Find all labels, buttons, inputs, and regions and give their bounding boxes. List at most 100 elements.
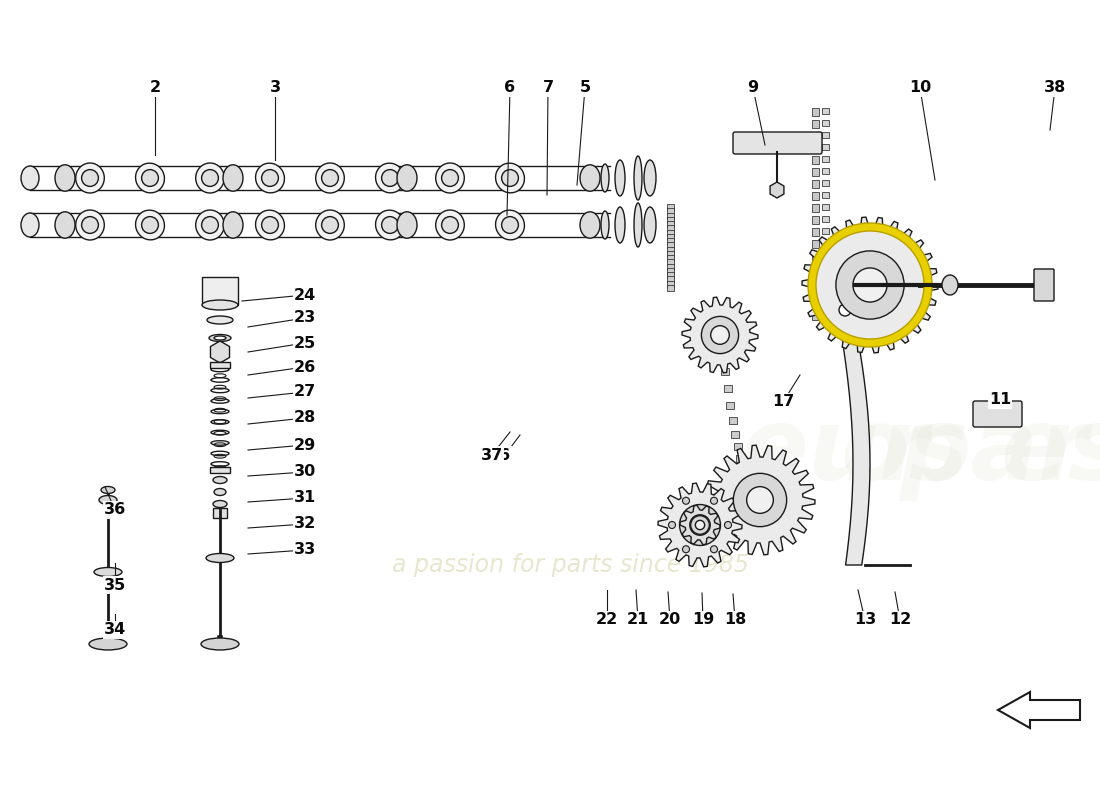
Circle shape [839,304,851,316]
Circle shape [682,546,690,553]
Ellipse shape [135,210,164,240]
Bar [812,240,820,248]
Ellipse shape [101,486,116,494]
Bar [822,144,829,150]
Bar [754,494,761,502]
Ellipse shape [316,163,344,193]
Text: 22: 22 [596,613,618,627]
Ellipse shape [375,210,405,240]
Text: 29: 29 [294,438,316,453]
Bar [822,288,829,294]
Text: 28: 28 [294,410,316,426]
Bar [728,417,737,424]
Ellipse shape [615,160,625,196]
Ellipse shape [206,554,234,562]
Bar [667,221,674,227]
Bar [746,484,754,491]
Bar [812,156,820,164]
Text: 36: 36 [103,502,127,518]
Ellipse shape [55,212,75,238]
Bar [732,431,739,438]
Ellipse shape [942,275,958,295]
Ellipse shape [76,210,104,240]
Text: 34: 34 [103,622,127,638]
Bar [667,246,674,253]
Bar [736,454,744,462]
Circle shape [691,516,710,534]
Bar [822,204,829,210]
Ellipse shape [580,212,600,238]
Bar [667,272,674,278]
Circle shape [852,268,887,302]
Bar [822,300,829,306]
Text: 23: 23 [294,310,316,326]
Circle shape [201,217,219,234]
Ellipse shape [21,213,38,237]
Text: 26: 26 [294,359,316,374]
FancyBboxPatch shape [733,132,822,154]
Circle shape [321,170,339,186]
Bar [812,168,820,176]
Bar [822,264,829,270]
Text: 24: 24 [294,287,316,302]
Text: 11: 11 [989,393,1011,407]
Circle shape [836,251,904,319]
Text: 32: 32 [294,517,316,531]
Wedge shape [808,223,932,347]
Polygon shape [705,445,815,555]
Bar [812,228,820,236]
Ellipse shape [397,165,417,191]
Ellipse shape [202,300,238,310]
Circle shape [142,217,158,234]
Ellipse shape [634,156,642,200]
Bar [210,362,230,368]
Circle shape [711,498,717,504]
Text: 17: 17 [772,394,794,410]
Bar [667,213,674,218]
Ellipse shape [615,207,625,243]
Bar [718,350,726,357]
Ellipse shape [55,165,75,191]
Bar [812,216,820,224]
Polygon shape [680,506,720,545]
Bar [210,467,230,473]
Bar [812,312,820,320]
Ellipse shape [375,163,405,193]
Bar [667,250,674,257]
Text: a passion for parts since 1985: a passion for parts since 1985 [392,553,748,577]
Bar [822,192,829,198]
Bar [822,156,829,162]
Text: eur: eur [740,404,928,501]
Text: 35: 35 [103,578,127,593]
Bar [741,472,749,479]
Bar [748,488,757,495]
Bar [667,285,674,290]
Text: 5: 5 [580,81,591,95]
Bar [716,332,724,339]
Ellipse shape [601,211,609,239]
Ellipse shape [196,210,224,240]
Circle shape [441,217,459,234]
Ellipse shape [436,163,464,193]
Bar [822,108,829,114]
Bar [822,240,829,246]
Text: 9: 9 [747,81,759,95]
Text: 27: 27 [294,385,316,399]
Circle shape [502,170,518,186]
Bar [751,492,759,498]
Circle shape [142,170,158,186]
Ellipse shape [223,165,243,191]
Ellipse shape [397,212,417,238]
Text: 20: 20 [659,613,681,627]
Bar [812,180,820,188]
Text: 3: 3 [270,81,280,95]
Ellipse shape [255,210,285,240]
Bar [667,238,674,244]
Ellipse shape [214,489,225,495]
Bar [812,192,820,200]
Ellipse shape [135,163,164,193]
Ellipse shape [214,336,225,340]
Text: os: os [840,404,968,501]
Text: 31: 31 [294,490,316,506]
Bar [667,259,674,266]
